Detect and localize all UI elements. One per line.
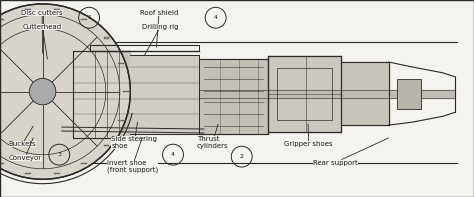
Text: Invert shoe
(front support): Invert shoe (front support) <box>107 138 158 173</box>
Bar <box>55 9 60 10</box>
Polygon shape <box>199 90 455 98</box>
Bar <box>55 173 60 174</box>
Text: Gripper shoes: Gripper shoes <box>284 124 333 147</box>
Bar <box>397 79 421 109</box>
Bar <box>277 68 332 120</box>
Bar <box>104 145 109 146</box>
Bar <box>118 62 124 64</box>
Text: Rear support: Rear support <box>313 138 389 165</box>
Bar <box>25 9 31 10</box>
Bar <box>118 120 124 121</box>
Bar <box>82 19 87 20</box>
Ellipse shape <box>29 78 56 105</box>
Text: Drilling rig: Drilling rig <box>142 24 179 55</box>
Polygon shape <box>130 55 199 134</box>
Bar <box>25 173 31 174</box>
Text: Roof shield: Roof shield <box>140 10 178 47</box>
Text: Conveyor: Conveyor <box>9 138 42 161</box>
Text: 1: 1 <box>87 15 91 20</box>
Ellipse shape <box>0 4 130 179</box>
Text: Side steering
shoe: Side steering shoe <box>111 122 157 149</box>
Text: Cutterhead: Cutterhead <box>23 24 62 59</box>
Text: Thrust
cylinders: Thrust cylinders <box>197 124 228 149</box>
Bar <box>0 19 4 20</box>
Bar <box>123 91 129 92</box>
Bar <box>104 37 109 39</box>
Bar <box>82 163 87 164</box>
Polygon shape <box>341 62 389 125</box>
Text: 4: 4 <box>214 15 218 20</box>
Polygon shape <box>73 51 130 138</box>
Text: Disc cutters: Disc cutters <box>21 10 63 53</box>
Text: Buckets: Buckets <box>9 126 36 147</box>
Bar <box>0 163 4 164</box>
Text: 4: 4 <box>171 152 175 157</box>
Polygon shape <box>199 59 268 134</box>
Polygon shape <box>268 56 341 132</box>
Text: 2: 2 <box>240 154 244 159</box>
Text: 3: 3 <box>57 152 61 157</box>
